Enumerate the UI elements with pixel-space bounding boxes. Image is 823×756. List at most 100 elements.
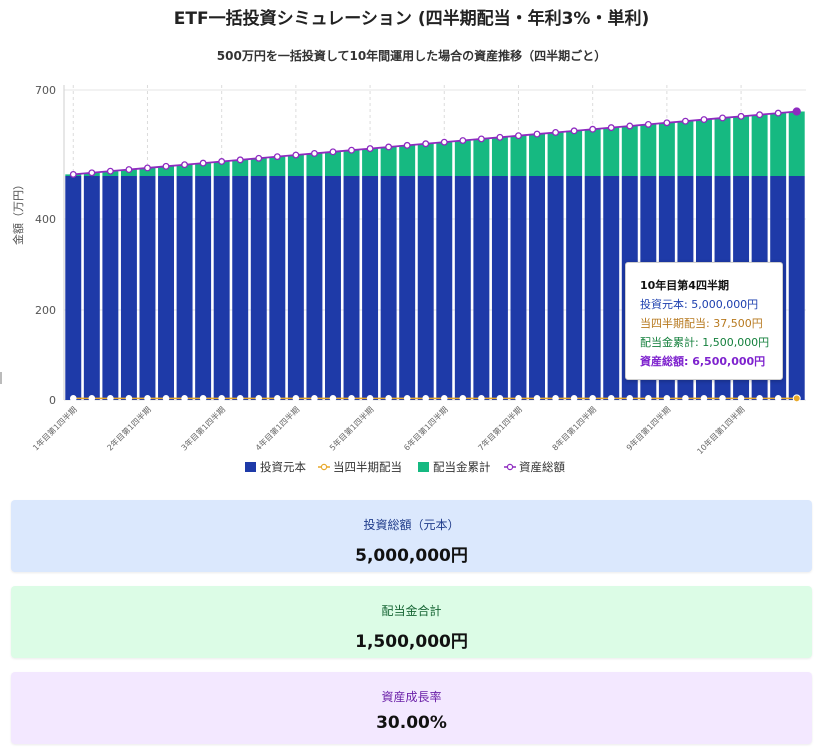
point-total-assets bbox=[106, 167, 114, 175]
point-quarterly-dividend bbox=[218, 395, 225, 402]
point-total-assets bbox=[792, 107, 801, 116]
legend-swatch-marker bbox=[506, 463, 514, 471]
chart-svg[interactable]: 0 200 400 700 金額（万円） 1年目第1四半期 2年目第1四半期 3年目第1四半期… bbox=[0, 0, 823, 490]
point-total-assets bbox=[236, 156, 244, 164]
bar-principal bbox=[362, 176, 379, 400]
bar-principal bbox=[343, 176, 360, 400]
summary-label-growth: 資産成長率 bbox=[381, 690, 442, 704]
bar-principal bbox=[491, 176, 508, 400]
point-total-assets bbox=[459, 137, 467, 144]
summary-label-total-investment: 投資総額（元本） bbox=[363, 518, 460, 532]
y-tick-label: 200 bbox=[35, 304, 56, 317]
point-total-assets bbox=[348, 146, 355, 154]
point-total-assets bbox=[366, 145, 374, 153]
point-total-assets bbox=[774, 109, 782, 117]
point-quarterly-dividend bbox=[125, 395, 133, 402]
bar-principal bbox=[417, 176, 434, 400]
bar-cumulative-dividend bbox=[584, 129, 601, 176]
point-quarterly-dividend bbox=[774, 395, 782, 402]
bar-principal bbox=[566, 176, 583, 400]
y-tick-label: 0 bbox=[49, 394, 56, 407]
bar-cumulative-dividend bbox=[510, 135, 527, 176]
point-total-assets bbox=[700, 116, 708, 124]
point-total-assets bbox=[403, 141, 411, 149]
tooltip-principal: 投資元本: 5,000,000円 bbox=[640, 298, 759, 311]
point-quarterly-dividend bbox=[682, 395, 689, 402]
bar-principal bbox=[269, 176, 286, 400]
bar-cumulative-dividend bbox=[213, 161, 230, 176]
point-quarterly-dividend bbox=[756, 395, 763, 402]
bar-principal bbox=[195, 176, 212, 400]
point-total-assets bbox=[218, 158, 226, 165]
point-quarterly-dividend bbox=[69, 395, 77, 402]
bar-principal bbox=[213, 176, 230, 400]
summary-card-dividends: 配当金合計 1,500,000円 bbox=[11, 586, 812, 658]
point-quarterly-dividend bbox=[255, 395, 263, 402]
point-total-assets bbox=[199, 159, 207, 167]
point-total-assets bbox=[292, 151, 300, 159]
x-tick-label: 9年目第1四半期 bbox=[624, 404, 672, 452]
bar-principal bbox=[102, 176, 119, 400]
bar-principal bbox=[547, 176, 564, 400]
point-quarterly-dividend bbox=[515, 395, 522, 402]
point-quarterly-dividend bbox=[236, 395, 244, 402]
point-quarterly-dividend bbox=[719, 395, 726, 402]
bar-cumulative-dividend bbox=[547, 132, 564, 176]
scroll-edge-marker bbox=[0, 372, 2, 384]
bar-cumulative-dividend bbox=[343, 150, 360, 176]
bar-cumulative-dividend bbox=[695, 119, 712, 176]
bar-principal bbox=[158, 176, 175, 400]
point-total-assets bbox=[570, 127, 578, 135]
point-total-assets bbox=[515, 132, 522, 140]
point-total-assets bbox=[144, 164, 151, 172]
point-total-assets bbox=[681, 117, 689, 125]
point-quarterly-dividend bbox=[274, 395, 281, 402]
point-total-assets bbox=[162, 162, 170, 170]
point-quarterly-dividend bbox=[199, 395, 207, 402]
bar-principal bbox=[380, 176, 397, 400]
bar-principal bbox=[287, 176, 304, 400]
point-quarterly-dividend bbox=[700, 395, 708, 402]
bar-cumulative-dividend bbox=[770, 113, 787, 176]
point-quarterly-dividend bbox=[459, 395, 467, 402]
bar-principal bbox=[250, 176, 267, 400]
point-total-assets bbox=[737, 112, 745, 120]
bar-principal bbox=[473, 176, 490, 400]
point-total-assets bbox=[385, 143, 393, 151]
x-tick-label: 8年目第1四半期 bbox=[550, 404, 598, 452]
bar-cumulative-dividend bbox=[733, 116, 750, 176]
point-total-assets bbox=[756, 111, 764, 119]
point-quarterly-dividend bbox=[737, 395, 745, 402]
legend-swatch-marker bbox=[320, 463, 328, 471]
point-quarterly-dividend bbox=[478, 395, 485, 402]
summary-value-total-investment: 5,000,000円 bbox=[355, 546, 468, 566]
x-tick-label: 6年目第1四半期 bbox=[401, 404, 449, 452]
bar-cumulative-dividend bbox=[714, 117, 731, 176]
bar-principal bbox=[529, 176, 546, 400]
summary-value-growth: 30.00% bbox=[376, 713, 447, 733]
x-tick-label: 1年目第1四半期 bbox=[30, 404, 78, 452]
bar-cumulative-dividend bbox=[139, 167, 156, 176]
point-total-assets bbox=[273, 153, 281, 161]
point-quarterly-dividend bbox=[645, 395, 652, 402]
point-quarterly-dividend bbox=[422, 395, 430, 402]
chart-legend[interactable]: 投資元本 当四半期配当 配当金累計 資産総額 bbox=[245, 460, 565, 474]
bar-principal bbox=[510, 176, 527, 400]
bar-principal bbox=[324, 176, 341, 400]
summary-value-dividends: 1,500,000円 bbox=[355, 632, 468, 652]
chart-lines[interactable] bbox=[69, 107, 801, 403]
tooltip-title: 10年目第4四半期 bbox=[640, 279, 729, 292]
bar-principal bbox=[83, 176, 100, 400]
point-quarterly-dividend bbox=[385, 395, 392, 402]
legend-label: 投資元本 bbox=[260, 460, 306, 474]
point-total-assets bbox=[422, 140, 430, 148]
bar-principal bbox=[436, 176, 453, 400]
x-tick-label: 4年目第1四半期 bbox=[253, 404, 301, 452]
bar-cumulative-dividend bbox=[788, 111, 805, 176]
tooltip-total-assets: 資産総額: 6,500,000円 bbox=[640, 355, 766, 368]
x-tick-label: 3年目第1四半期 bbox=[179, 404, 227, 452]
bar-cumulative-dividend bbox=[454, 140, 471, 176]
point-total-assets bbox=[552, 129, 560, 136]
bar-principal bbox=[120, 176, 137, 400]
point-quarterly-dividend bbox=[589, 395, 596, 402]
